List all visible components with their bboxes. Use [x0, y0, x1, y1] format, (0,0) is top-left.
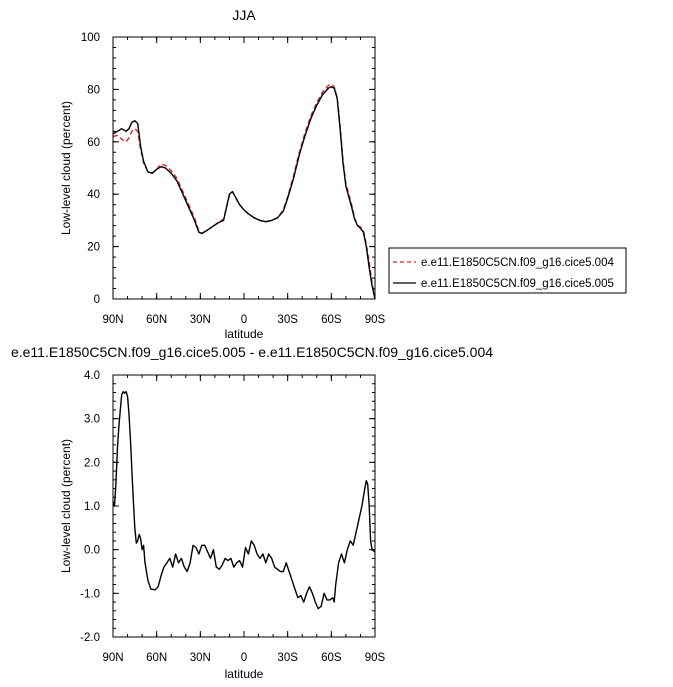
- bottom-chart-ytick-label: 2.0: [84, 457, 100, 469]
- bottom-chart-ytick-label: 4.0: [84, 370, 100, 382]
- bottom-chart-ytick-labels: -2.0 -1.0 0.0 1.0 2.0 3.0 4.0: [80, 370, 100, 644]
- legend-box: [388, 247, 627, 294]
- top-chart-xtick-label: 30S: [277, 314, 298, 326]
- top-chart-series-2-line: [112, 86, 376, 300]
- bottom-chart-xtick-label: 90N: [102, 652, 123, 664]
- top-chart-ytick-label: 20: [87, 242, 100, 254]
- top-chart-ylabel: Low-level cloud (percent): [59, 101, 73, 235]
- bottom-chart-panel: e.e11.E1850C5CN.f09_g16.cice5.005 - e.e1…: [11, 344, 493, 681]
- bottom-chart-title: e.e11.E1850C5CN.f09_g16.cice5.005 - e.e1…: [11, 344, 493, 360]
- top-chart-xtick-labels: 90N 60N 30N 0 30S 60S 90S: [102, 314, 385, 326]
- top-chart-xlabel: latitude: [225, 327, 264, 341]
- top-chart-ytick-label: 100: [81, 32, 100, 44]
- top-chart-ytick-label: 0: [94, 294, 100, 306]
- bottom-chart-ylabel: Low-level cloud (percent): [59, 439, 73, 573]
- top-chart-plot-frame: [112, 36, 376, 300]
- bottom-chart-series-1-line: [112, 390, 376, 610]
- bottom-chart-xtick-label: 0: [241, 652, 247, 664]
- bottom-chart-xtick-label: 90S: [365, 652, 386, 664]
- top-chart-title: JJA: [232, 7, 256, 23]
- bottom-chart-xtick-labels: 90N 60N 30N 0 30S 60S 90S: [102, 652, 385, 664]
- top-chart-ytick-label: 60: [87, 137, 100, 149]
- top-chart-xtick-label: 60S: [321, 314, 342, 326]
- top-chart-panel: JJA 0 20 40 60 80 100 90N 60N 30N 0 30S 60S 90S lat…: [59, 7, 386, 341]
- top-chart-xtick-label: 90N: [102, 314, 123, 326]
- bottom-chart-xlabel: latitude: [225, 667, 264, 681]
- top-chart-ytick-label: 40: [87, 189, 100, 201]
- bottom-chart-xtick-label: 30S: [277, 652, 298, 664]
- bottom-chart-ytick-label: -1.0: [80, 588, 100, 600]
- top-chart-ytick-labels: 0 20 40 60 80 100: [81, 32, 100, 306]
- legend-label-series-1: e.e11.E1850C5CN.f09_g16.cice5.004: [421, 257, 614, 269]
- top-chart-xtick-label: 90S: [365, 314, 386, 326]
- top-chart-xtick-label: 60N: [146, 314, 167, 326]
- top-chart-xtick-label: 30N: [190, 314, 211, 326]
- top-chart-ticks: [112, 36, 376, 300]
- top-chart-ytick-label: 80: [87, 84, 100, 96]
- bottom-chart-xtick-label: 60S: [321, 652, 342, 664]
- bottom-chart-plot-frame: [112, 374, 376, 638]
- top-chart-xtick-label: 0: [241, 314, 247, 326]
- bottom-chart-ytick-label: 1.0: [84, 501, 100, 513]
- legend-label-series-2: e.e11.E1850C5CN.f09_g16.cice5.005: [421, 278, 614, 290]
- top-chart-series: [112, 83, 376, 300]
- bottom-chart-xtick-label: 30N: [190, 652, 211, 664]
- top-chart-series-1-line: [112, 83, 376, 300]
- bottom-chart-ytick-label: -2.0: [80, 632, 100, 644]
- bottom-chart-ytick-label: 3.0: [84, 414, 100, 426]
- bottom-chart-ytick-label: 0.0: [84, 545, 100, 557]
- bottom-chart-series: [112, 390, 376, 610]
- top-chart-legend: e.e11.E1850C5CN.f09_g16.cice5.004 e.e11.…: [388, 247, 627, 294]
- bottom-chart-ticks: [112, 374, 376, 638]
- bottom-chart-xtick-label: 60N: [146, 652, 167, 664]
